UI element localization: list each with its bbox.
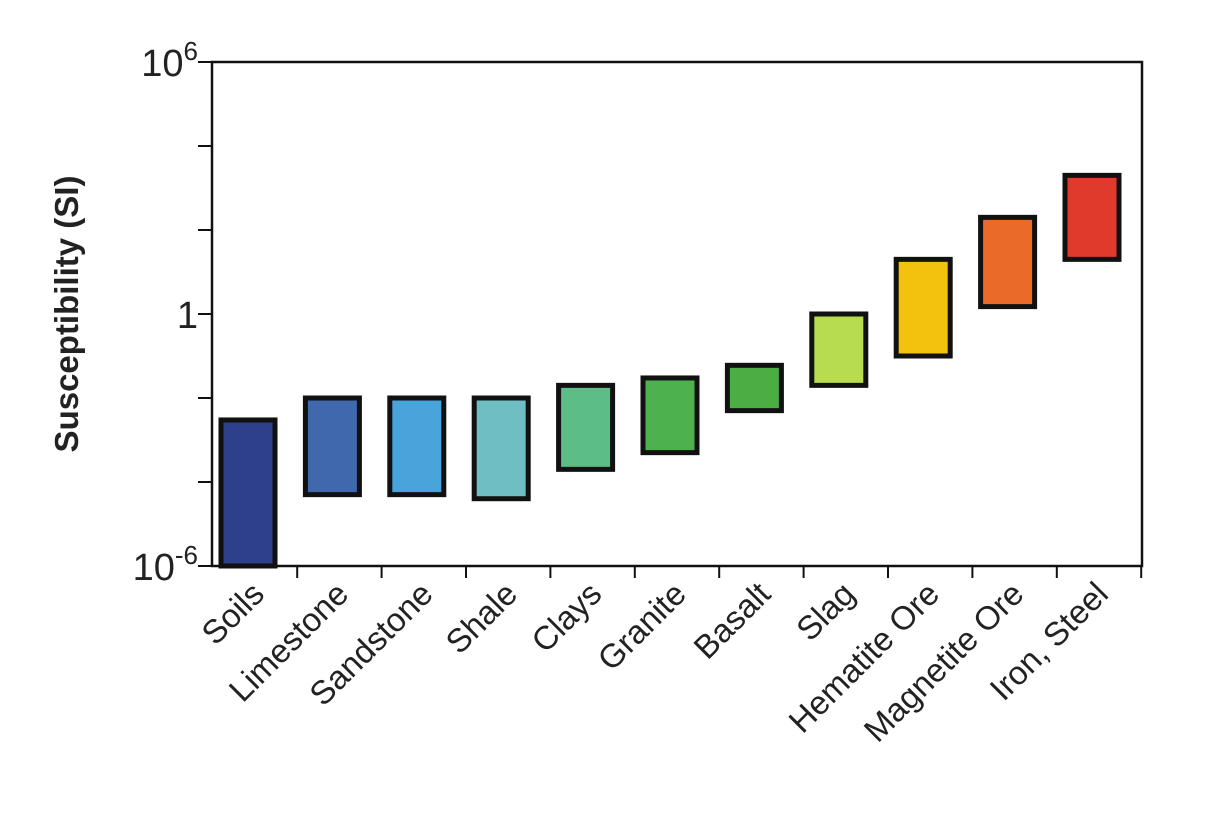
bars-group — [218, 172, 1122, 569]
y-tick-label: 106 — [141, 36, 198, 85]
y-axis-title: Susceptibility (SI) — [48, 176, 85, 453]
bar-clays — [556, 382, 616, 472]
y-tick-label: 1 — [177, 295, 198, 337]
bar-sandstone — [387, 395, 447, 498]
y-axis-ticks — [198, 61, 212, 567]
x-category-label: Basalt — [686, 575, 777, 666]
bar-shale — [471, 395, 531, 502]
bar-soils — [218, 417, 278, 569]
x-category-label: Slag — [789, 575, 862, 648]
bar-granite — [640, 375, 700, 456]
x-category-label: Soils — [194, 575, 271, 652]
bar-magnetite-ore — [978, 214, 1038, 310]
bar-iron-steel — [1062, 172, 1122, 262]
x-category-label: Shale — [438, 575, 524, 661]
bar-limestone — [302, 395, 362, 498]
y-tick-label: 10-6 — [133, 540, 198, 589]
bar-basalt — [724, 362, 784, 414]
y-tick-labels: 106 1 10-6 — [133, 36, 198, 589]
x-category-label: Granite — [590, 575, 693, 678]
x-axis-ticks — [296, 566, 1143, 578]
bar-hematite-ore — [893, 256, 953, 359]
bar-slag — [809, 311, 869, 388]
